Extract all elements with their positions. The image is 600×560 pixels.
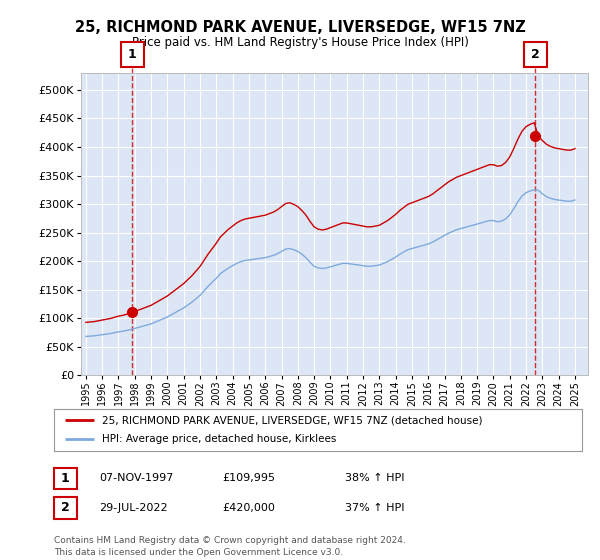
Text: 07-NOV-1997: 07-NOV-1997 — [99, 473, 173, 483]
Text: Price paid vs. HM Land Registry's House Price Index (HPI): Price paid vs. HM Land Registry's House … — [131, 36, 469, 49]
Text: 2: 2 — [531, 48, 540, 61]
Text: 29-JUL-2022: 29-JUL-2022 — [99, 503, 167, 513]
Text: 38% ↑ HPI: 38% ↑ HPI — [345, 473, 404, 483]
Text: 25, RICHMOND PARK AVENUE, LIVERSEDGE, WF15 7NZ (detached house): 25, RICHMOND PARK AVENUE, LIVERSEDGE, WF… — [101, 415, 482, 425]
Text: £420,000: £420,000 — [222, 503, 275, 513]
Text: 25, RICHMOND PARK AVENUE, LIVERSEDGE, WF15 7NZ: 25, RICHMOND PARK AVENUE, LIVERSEDGE, WF… — [74, 20, 526, 35]
Text: 1: 1 — [128, 48, 137, 61]
Text: 2: 2 — [61, 501, 70, 515]
Text: HPI: Average price, detached house, Kirklees: HPI: Average price, detached house, Kirk… — [101, 435, 336, 445]
Text: Contains HM Land Registry data © Crown copyright and database right 2024.
This d: Contains HM Land Registry data © Crown c… — [54, 536, 406, 557]
Text: 37% ↑ HPI: 37% ↑ HPI — [345, 503, 404, 513]
Text: 1: 1 — [61, 472, 70, 485]
Text: £109,995: £109,995 — [222, 473, 275, 483]
